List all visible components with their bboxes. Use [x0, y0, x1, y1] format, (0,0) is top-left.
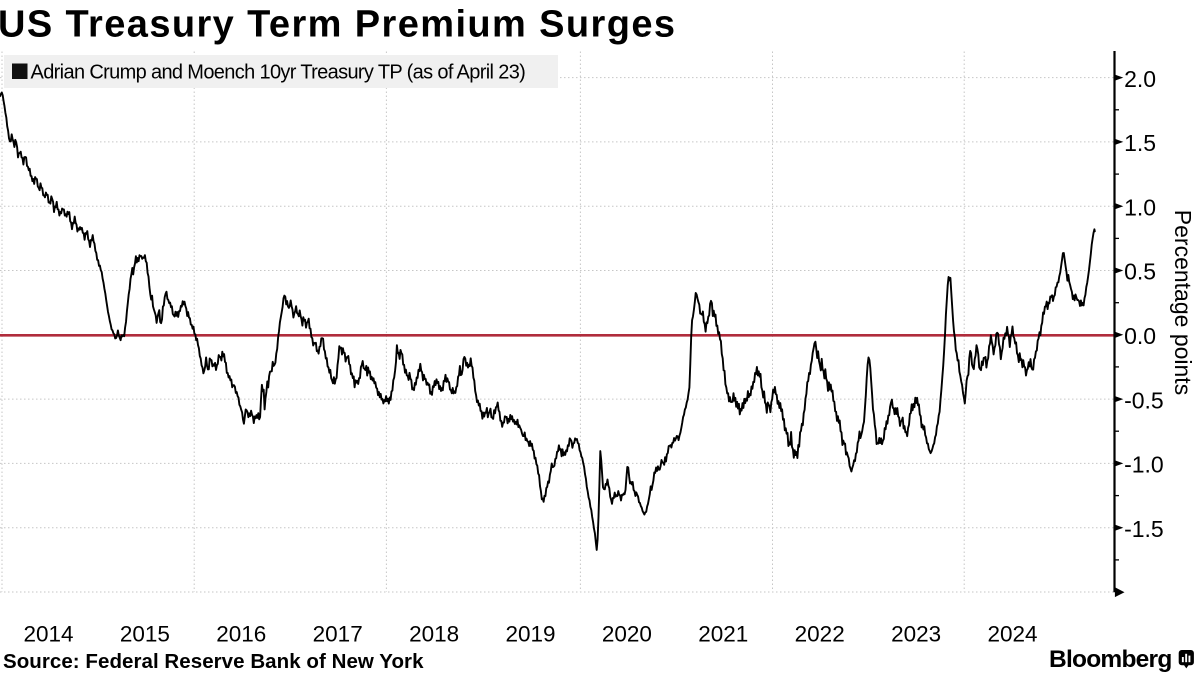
svg-text:1.0: 1.0: [1124, 194, 1156, 220]
svg-text:Percentage points: Percentage points: [1170, 210, 1196, 395]
svg-text:-1.0: -1.0: [1124, 452, 1164, 478]
svg-text:0.0: 0.0: [1124, 323, 1156, 349]
svg-text:Adrian Crump and Moench 10yr T: Adrian Crump and Moench 10yr Treasury TP…: [31, 62, 526, 84]
svg-text:2016: 2016: [216, 622, 266, 647]
svg-text:-0.5: -0.5: [1124, 387, 1164, 413]
svg-text:2018: 2018: [409, 622, 459, 647]
svg-text:2022: 2022: [795, 622, 845, 647]
svg-text:2021: 2021: [698, 622, 748, 647]
svg-text:2014: 2014: [23, 622, 73, 647]
svg-text:2017: 2017: [313, 622, 363, 647]
svg-text:2019: 2019: [505, 622, 555, 647]
svg-text:1.5: 1.5: [1124, 130, 1156, 156]
svg-text:2015: 2015: [120, 622, 170, 647]
svg-text:2.0: 2.0: [1124, 66, 1156, 92]
svg-text:2020: 2020: [602, 622, 652, 647]
svg-text:Bloomberg: Bloomberg: [1049, 646, 1172, 673]
svg-text:2023: 2023: [891, 622, 941, 647]
svg-text:0.5: 0.5: [1124, 259, 1156, 285]
svg-text:-1.5: -1.5: [1124, 516, 1164, 542]
svg-text:Source: Federal Reserve Bank o: Source: Federal Reserve Bank of New York: [3, 650, 424, 673]
svg-text:2024: 2024: [987, 622, 1037, 647]
svg-text:US Treasury Term Premium Surge: US Treasury Term Premium Surges: [0, 4, 676, 46]
